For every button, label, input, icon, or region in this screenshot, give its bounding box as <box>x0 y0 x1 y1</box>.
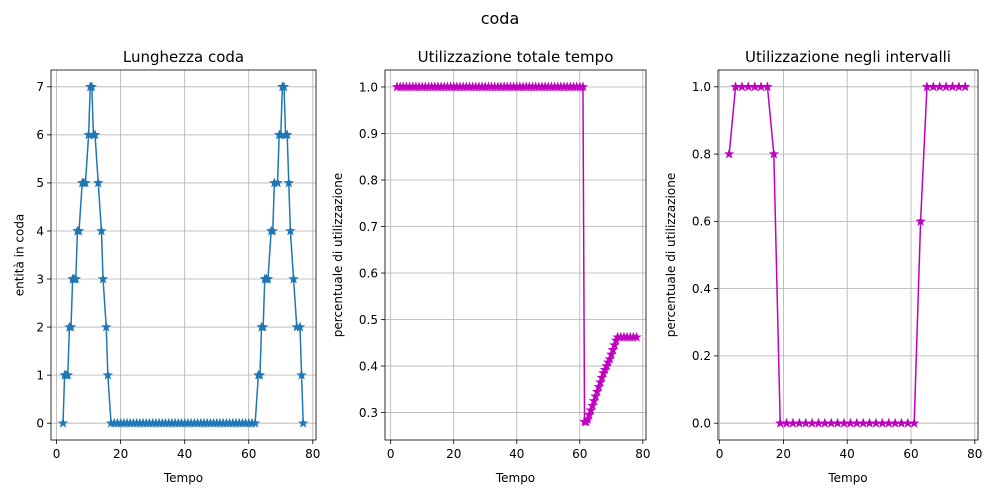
x-tick-label: 20 <box>776 447 791 461</box>
data-point <box>93 177 104 188</box>
x-tick-label: 0 <box>53 447 61 461</box>
x-axis-label: Tempo <box>495 471 535 485</box>
data-point <box>298 417 309 428</box>
x-tick-label: 0 <box>387 447 395 461</box>
y-tick-label: 6 <box>36 128 44 142</box>
data-point <box>73 225 85 236</box>
subplot-2: 0 20 40 60 80 0.3 0.4 0.5 0.6 0.7 0.8 0.9 1.0 Utilizz… <box>331 48 650 485</box>
y-tick-label: 1.0 <box>359 80 378 94</box>
x-tick-label: 40 <box>509 447 524 461</box>
figure-suptitle: coda <box>481 9 520 28</box>
data-point <box>62 369 74 380</box>
data-point <box>283 177 294 188</box>
data-point <box>80 177 91 188</box>
data-point <box>285 225 296 236</box>
data-point <box>768 148 780 159</box>
data-point <box>86 81 98 92</box>
chart-title: Utilizzazione negli intervalli <box>745 48 951 66</box>
data-point <box>262 273 274 284</box>
data-point <box>294 321 306 332</box>
y-tick-label: 0.0 <box>692 416 711 430</box>
x-tick-label: 40 <box>177 447 192 461</box>
y-tick-label: 0.4 <box>359 359 378 373</box>
data-point <box>631 331 642 342</box>
y-tick-label: 2 <box>36 320 44 334</box>
subplot-1: 0 20 40 60 80 0 1 2 3 4 5 6 7 Lunghezza coda Tempo enti… <box>12 48 320 485</box>
x-tick-label: 60 <box>241 447 256 461</box>
x-axis-label: Tempo <box>163 471 203 485</box>
data-point <box>288 273 299 284</box>
data-point <box>102 369 114 380</box>
data-point <box>278 81 290 92</box>
y-tick-label: 0.7 <box>359 220 378 234</box>
y-tick-label: 3 <box>36 272 44 286</box>
series-line <box>728 86 966 424</box>
x-tick-label: 60 <box>903 447 918 461</box>
y-tick-label: 0.4 <box>692 282 711 296</box>
y-tick-label: 0.2 <box>692 349 711 363</box>
data-point <box>101 321 112 332</box>
y-tick-label: 0 <box>36 416 44 430</box>
data-point <box>96 225 107 236</box>
y-tick-label: 0.3 <box>359 406 378 420</box>
y-tick-label: 0.6 <box>692 215 711 229</box>
y-tick-label: 0.5 <box>359 313 378 327</box>
data-point <box>267 225 278 236</box>
data-point <box>909 417 920 428</box>
y-axis-label: percentuale di utilizzazione <box>331 173 345 337</box>
data-point <box>762 81 773 92</box>
x-tick-label: 20 <box>113 447 128 461</box>
y-tick-label: 5 <box>36 176 44 190</box>
data-point <box>57 417 69 428</box>
x-tick-label: 0 <box>716 447 724 461</box>
axes-frame <box>50 69 317 441</box>
y-tick-label: 0.8 <box>692 147 711 161</box>
chart-title: Lunghezza coda <box>123 48 244 66</box>
data-point <box>97 273 109 284</box>
data-point <box>254 369 266 380</box>
x-tick-label: 20 <box>446 447 461 461</box>
data-point <box>960 81 971 92</box>
y-tick-label: 0.8 <box>359 173 378 187</box>
y-tick-label: 1.0 <box>692 80 711 94</box>
y-axis-label: percentuale di utilizzazione <box>664 173 678 337</box>
y-tick-label: 0.6 <box>359 266 378 280</box>
data-point <box>915 215 926 226</box>
data-point <box>272 177 283 188</box>
series-line <box>62 86 304 424</box>
data-point <box>577 81 589 92</box>
y-tick-label: 0.9 <box>359 127 378 141</box>
x-tick-label: 80 <box>305 447 320 461</box>
subplot-3: 0 20 40 60 80 0.0 0.2 0.4 0.6 0.8 1.0 Utilizzazione… <box>664 48 982 485</box>
y-tick-label: 7 <box>36 80 44 94</box>
data-point <box>70 273 82 284</box>
x-tick-label: 80 <box>967 447 982 461</box>
data-point <box>723 148 735 159</box>
chart-title: Utilizzazione totale tempo <box>418 48 614 66</box>
data-point <box>89 129 101 140</box>
y-tick-label: 1 <box>36 368 44 382</box>
data-point <box>281 129 293 140</box>
x-tick-label: 60 <box>572 447 587 461</box>
data-point <box>296 369 307 380</box>
axes-frame <box>384 69 647 441</box>
data-point <box>249 417 261 428</box>
y-tick-label: 4 <box>36 224 44 238</box>
axes-frame <box>717 69 979 441</box>
x-tick-label: 80 <box>635 447 650 461</box>
x-axis-label: Tempo <box>827 471 867 485</box>
data-point <box>257 321 269 332</box>
x-tick-label: 40 <box>840 447 855 461</box>
y-axis-label: entità in coda <box>12 214 26 297</box>
data-point <box>65 321 77 332</box>
